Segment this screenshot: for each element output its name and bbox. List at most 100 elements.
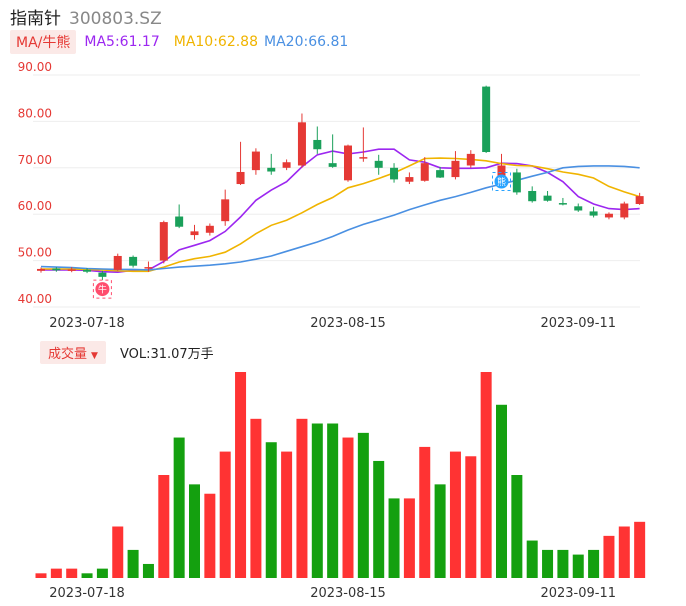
volume-legend: 成交量 ▼ VOL:31.07万手 [40, 340, 214, 364]
candle-body [144, 267, 153, 269]
candle [466, 150, 475, 168]
candle-body [497, 165, 506, 176]
candle [267, 153, 276, 175]
candle-body [635, 196, 644, 204]
volume-bar [219, 451, 231, 578]
x-tick-label: 2023-09-11 [540, 316, 616, 331]
bear-signal: 熊 [492, 172, 511, 192]
volume-bar [265, 442, 277, 578]
volume-bar [342, 437, 354, 578]
volume-bar [542, 549, 554, 578]
candle-body [528, 191, 537, 202]
volume-bar [373, 460, 385, 578]
volume-selector-button[interactable]: 成交量 ▼ [40, 340, 106, 364]
x-axis-volume: 2023-07-18 2023-08-15 2023-09-11 [49, 586, 616, 601]
candle [558, 197, 567, 206]
ma20-line [40, 165, 640, 271]
candle-body [67, 269, 76, 271]
ma-selector-button[interactable]: MA/牛熊 [10, 30, 77, 54]
signal-frame [92, 279, 112, 299]
volume-bar [434, 484, 446, 578]
volume-bar [388, 498, 400, 578]
candle-body [359, 157, 368, 159]
candle-body [297, 122, 306, 166]
candle [512, 168, 521, 195]
volume-bar [634, 521, 646, 578]
candle [98, 270, 107, 281]
ma20-value: MA20:66.81 [264, 34, 349, 50]
candle [251, 148, 260, 175]
candle [175, 204, 184, 229]
y-tick-label: 50.00 [18, 246, 52, 260]
candle-body [512, 172, 521, 193]
volume-bar [419, 446, 431, 578]
stock-code: 300803.SZ [69, 9, 162, 29]
candle-body [390, 167, 399, 180]
candle [620, 201, 629, 220]
volume-bar [96, 568, 108, 578]
candle [129, 255, 138, 268]
candle [37, 267, 45, 273]
candle-body [267, 167, 276, 172]
volume-bar [66, 568, 78, 578]
volume-bar [142, 563, 154, 578]
x-tick-label: 2023-07-18 [49, 586, 125, 601]
volume-bar [465, 456, 477, 578]
candle-body [482, 86, 491, 153]
candle-body [83, 269, 92, 272]
candle [436, 166, 445, 179]
candle-body [221, 199, 230, 222]
volume-bar [127, 549, 139, 578]
x-axis: 2023-07-18 2023-08-15 2023-09-11 [49, 316, 616, 331]
volume-bar [281, 451, 293, 578]
candle [359, 127, 368, 162]
candle [574, 203, 583, 212]
candle-body [436, 170, 445, 178]
signal-badge [494, 174, 509, 189]
volume-bars [35, 372, 646, 578]
candle [543, 191, 552, 202]
candle [113, 253, 122, 271]
caret-down-icon: ▼ [91, 350, 98, 361]
candle-body [52, 268, 61, 271]
volume-bar [403, 498, 415, 578]
volume-bar [250, 418, 262, 578]
candle [159, 220, 168, 264]
y-tick-label: 60.00 [18, 199, 52, 213]
candle [420, 157, 429, 182]
volume-bar [357, 432, 369, 578]
x-tick-label: 2023-09-11 [540, 586, 616, 601]
volume-bar [511, 475, 523, 578]
stock-header: 指南针 300803.SZ [10, 4, 162, 29]
ma10-value: MA10:62.88 [173, 34, 259, 50]
candle [344, 144, 352, 182]
candle-body [405, 177, 414, 182]
candle-body [251, 151, 260, 171]
volume-bar [235, 372, 247, 578]
bull-signal: 牛 [92, 279, 112, 299]
candle [589, 206, 598, 218]
volume-bar [204, 493, 216, 578]
stock-name: 指南针 [10, 9, 61, 29]
volume-bar [572, 554, 584, 578]
ma-legend: MA/牛熊 MA5:61.17 MA10:62.88 MA20:66.81 [10, 30, 348, 54]
candle-body [328, 163, 337, 167]
candle [282, 159, 291, 171]
volume-bar [50, 568, 62, 578]
ma-lines [40, 148, 640, 274]
candle-body [236, 171, 245, 185]
candle [83, 268, 92, 274]
candle [190, 224, 199, 240]
candle-body [205, 225, 214, 233]
y-tick-label: 70.00 [18, 153, 52, 167]
candle [451, 151, 460, 180]
y-tick-label: 40.00 [18, 292, 52, 306]
candle-body [466, 153, 475, 166]
volume-bar [189, 484, 200, 578]
candle-body [190, 231, 199, 236]
candle [390, 163, 399, 183]
x-tick-label: 2023-08-15 [310, 586, 386, 601]
volume-bar [296, 418, 308, 578]
candle-body [374, 160, 383, 168]
signal-label: 熊 [497, 176, 506, 188]
